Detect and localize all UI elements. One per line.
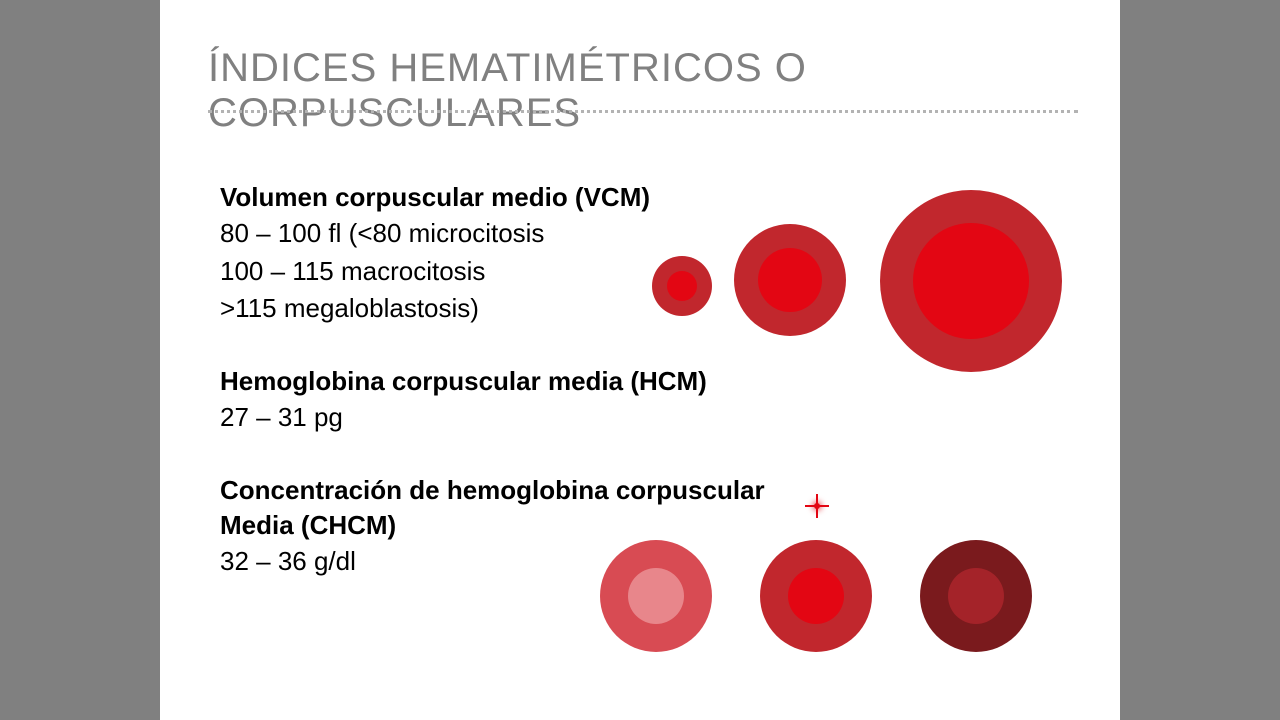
cell-light-inner (628, 568, 684, 624)
slide-title: ÍNDICES HEMATIMÉTRICOS O CORPUSCULARES (208, 46, 1120, 136)
title-divider (208, 110, 1078, 113)
slide: ÍNDICES HEMATIMÉTRICOS O CORPUSCULARES V… (160, 0, 1120, 720)
cell-normal (760, 540, 872, 652)
cell-light (600, 540, 712, 652)
cell-dark-inner (948, 568, 1004, 624)
cell-large (880, 190, 1062, 372)
cell-medium (734, 224, 846, 336)
cell-medium-inner (758, 248, 822, 312)
cell-dark (920, 540, 1032, 652)
cells-color-row (600, 540, 1060, 670)
section-chcm-title: Concentración de hemoglobina corpuscular… (220, 473, 780, 543)
cell-small (652, 256, 712, 316)
cell-small-inner (667, 271, 697, 301)
cell-large-inner (913, 223, 1029, 339)
cells-size-row (640, 190, 1100, 390)
cell-normal-inner (788, 568, 844, 624)
section-hcm-body: 27 – 31 pg (220, 399, 780, 437)
